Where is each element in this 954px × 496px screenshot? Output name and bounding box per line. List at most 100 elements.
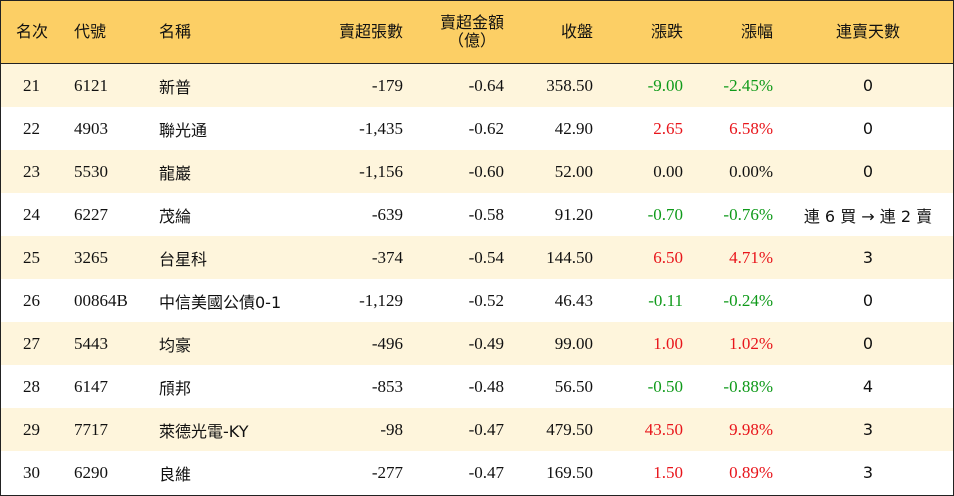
change-cell-text: -0.70 xyxy=(647,204,683,224)
streak-cell: 0 xyxy=(783,150,953,193)
change-pct-cell: 6.58% xyxy=(681,107,773,150)
rank-cell-text: 28 xyxy=(23,376,40,396)
close-cell: 479.50 xyxy=(501,408,593,451)
change-cell-text: -0.50 xyxy=(647,376,683,396)
net-sell-shares-cell: -496 xyxy=(301,322,403,365)
change-pct-cell: 0.89% xyxy=(681,451,773,494)
header-net-sell-amount-title: 賣超金額 xyxy=(439,13,504,32)
streak-cell-text: 0 xyxy=(862,291,874,310)
table-header: 名次 代號 名稱 賣超張數 賣超金額 （億） 收盤 漲跌 漲幅 連賣天數 xyxy=(1,1,953,64)
streak-cell: 0 xyxy=(783,322,953,365)
name-cell-text: 頎邦 xyxy=(159,378,192,398)
close-cell-text: 144.50 xyxy=(546,247,593,267)
net-sell-amount-cell: -0.62 xyxy=(401,107,504,150)
header-code: 代號 xyxy=(74,22,107,41)
change-cell-text: 1.50 xyxy=(653,462,683,482)
table-row: 24 6227 茂綸 -639 -0.58 91.20 -0.70 -0.76% 連 6 買 →… xyxy=(1,193,953,236)
change-pct-cell-text: -2.45% xyxy=(723,75,773,95)
net-sell-shares-cell: -374 xyxy=(301,236,403,279)
rank-cell-text: 21 xyxy=(23,75,40,95)
net-sell-shares-cell: -277 xyxy=(301,451,403,494)
net-sell-amount-cell-text: -0.62 xyxy=(468,118,504,138)
net-sell-amount-cell-text: -0.52 xyxy=(468,290,504,310)
header-close: 收盤 xyxy=(560,22,593,41)
change-pct-cell-text: 4.71% xyxy=(729,247,773,267)
rank-cell-text: 27 xyxy=(23,333,40,353)
header-change-pct: 漲幅 xyxy=(740,22,773,41)
header-change: 漲跌 xyxy=(650,22,683,41)
close-cell: 46.43 xyxy=(501,279,593,322)
header-net-sell-shares: 賣超張數 xyxy=(338,22,403,41)
rank-cell: 28 xyxy=(23,365,63,408)
streak-cell: 3 xyxy=(783,451,953,494)
code-cell-text: 5530 xyxy=(74,161,108,181)
net-sell-shares-cell: -98 xyxy=(301,408,403,451)
name-cell: 萊德光電-KY xyxy=(159,408,329,451)
streak-cell-text: 連 6 買 → 連 2 賣 xyxy=(803,206,933,226)
change-cell: 1.00 xyxy=(591,322,683,365)
change-pct-cell-text: -0.76% xyxy=(723,204,773,224)
streak-cell-text: 0 xyxy=(862,119,874,138)
rank-cell-text: 24 xyxy=(23,204,40,224)
change-cell: -0.11 xyxy=(591,279,683,322)
net-sell-amount-cell: -0.47 xyxy=(401,451,504,494)
table-row: 25 3265 台星科 -374 -0.54 144.50 6.50 4.71% 3 xyxy=(1,236,953,279)
close-cell-text: 169.50 xyxy=(546,462,593,482)
streak-cell-text: 3 xyxy=(862,420,874,439)
net-sell-shares-cell: -1,129 xyxy=(301,279,403,322)
close-cell: 56.50 xyxy=(501,365,593,408)
close-cell-text: 479.50 xyxy=(546,419,593,439)
table-row: 21 6121 新普 -179 -0.64 358.50 -9.00 -2.45% 0 xyxy=(1,64,953,107)
code-cell-text: 00864B xyxy=(74,290,128,310)
close-cell: 169.50 xyxy=(501,451,593,494)
change-pct-cell: 0.00% xyxy=(681,150,773,193)
name-cell-text: 中信美國公債0-1 xyxy=(159,292,282,312)
net-sell-amount-cell: -0.47 xyxy=(401,408,504,451)
streak-cell: 0 xyxy=(783,64,953,107)
name-cell-text: 新普 xyxy=(159,77,192,97)
name-cell: 均豪 xyxy=(159,322,329,365)
rank-cell: 27 xyxy=(23,322,63,365)
net-sell-amount-cell-text: -0.58 xyxy=(468,204,504,224)
table-row: 28 6147 頎邦 -853 -0.48 56.50 -0.50 -0.88% 4 xyxy=(1,365,953,408)
code-cell: 6227 xyxy=(74,193,154,236)
change-pct-cell: -0.24% xyxy=(681,279,773,322)
rank-cell: 26 xyxy=(23,279,63,322)
close-cell: 42.90 xyxy=(501,107,593,150)
streak-cell: 連 6 買 → 連 2 賣 xyxy=(783,193,953,236)
net-sell-amount-cell: -0.52 xyxy=(401,279,504,322)
table-row: 27 5443 均豪 -496 -0.49 99.00 1.00 1.02% 0 xyxy=(1,322,953,365)
change-cell-text: 2.65 xyxy=(653,118,683,138)
rank-cell: 30 xyxy=(23,451,63,494)
code-cell: 5530 xyxy=(74,150,154,193)
change-pct-cell: -2.45% xyxy=(681,64,773,107)
name-cell: 聯光通 xyxy=(159,107,329,150)
change-pct-cell-text: -0.88% xyxy=(723,376,773,396)
close-cell: 91.20 xyxy=(501,193,593,236)
close-cell-text: 52.00 xyxy=(554,161,593,181)
change-pct-cell: 4.71% xyxy=(681,236,773,279)
rank-cell-text: 30 xyxy=(23,462,40,482)
name-cell: 頎邦 xyxy=(159,365,329,408)
streak-cell: 3 xyxy=(783,408,953,451)
change-cell-text: -9.00 xyxy=(647,75,683,95)
change-pct-cell-text: 6.58% xyxy=(729,118,773,138)
name-cell: 茂綸 xyxy=(159,193,329,236)
name-cell-text: 台星科 xyxy=(159,249,208,269)
name-cell-text: 聯光通 xyxy=(159,120,208,140)
streak-cell-text: 4 xyxy=(862,377,874,396)
streak-cell-text: 3 xyxy=(862,248,874,267)
net-sell-shares-cell: -1,435 xyxy=(301,107,403,150)
net-sell-amount-cell: -0.58 xyxy=(401,193,504,236)
net-sell-shares-cell-text: -1,156 xyxy=(359,161,403,181)
change-cell: -9.00 xyxy=(591,64,683,107)
table-row: 23 5530 龍巖 -1,156 -0.60 52.00 0.00 0.00% 0 xyxy=(1,150,953,193)
code-cell-text: 6147 xyxy=(74,376,108,396)
streak-cell: 0 xyxy=(783,107,953,150)
code-cell: 7717 xyxy=(74,408,154,451)
change-cell: 43.50 xyxy=(591,408,683,451)
change-cell-text: -0.11 xyxy=(648,290,683,310)
table-row: 26 00864B 中信美國公債0-1 -1,129 -0.52 46.43 -0.11 -0… xyxy=(1,279,953,322)
header-net-sell-amount: 賣超金額 （億） xyxy=(401,1,504,63)
